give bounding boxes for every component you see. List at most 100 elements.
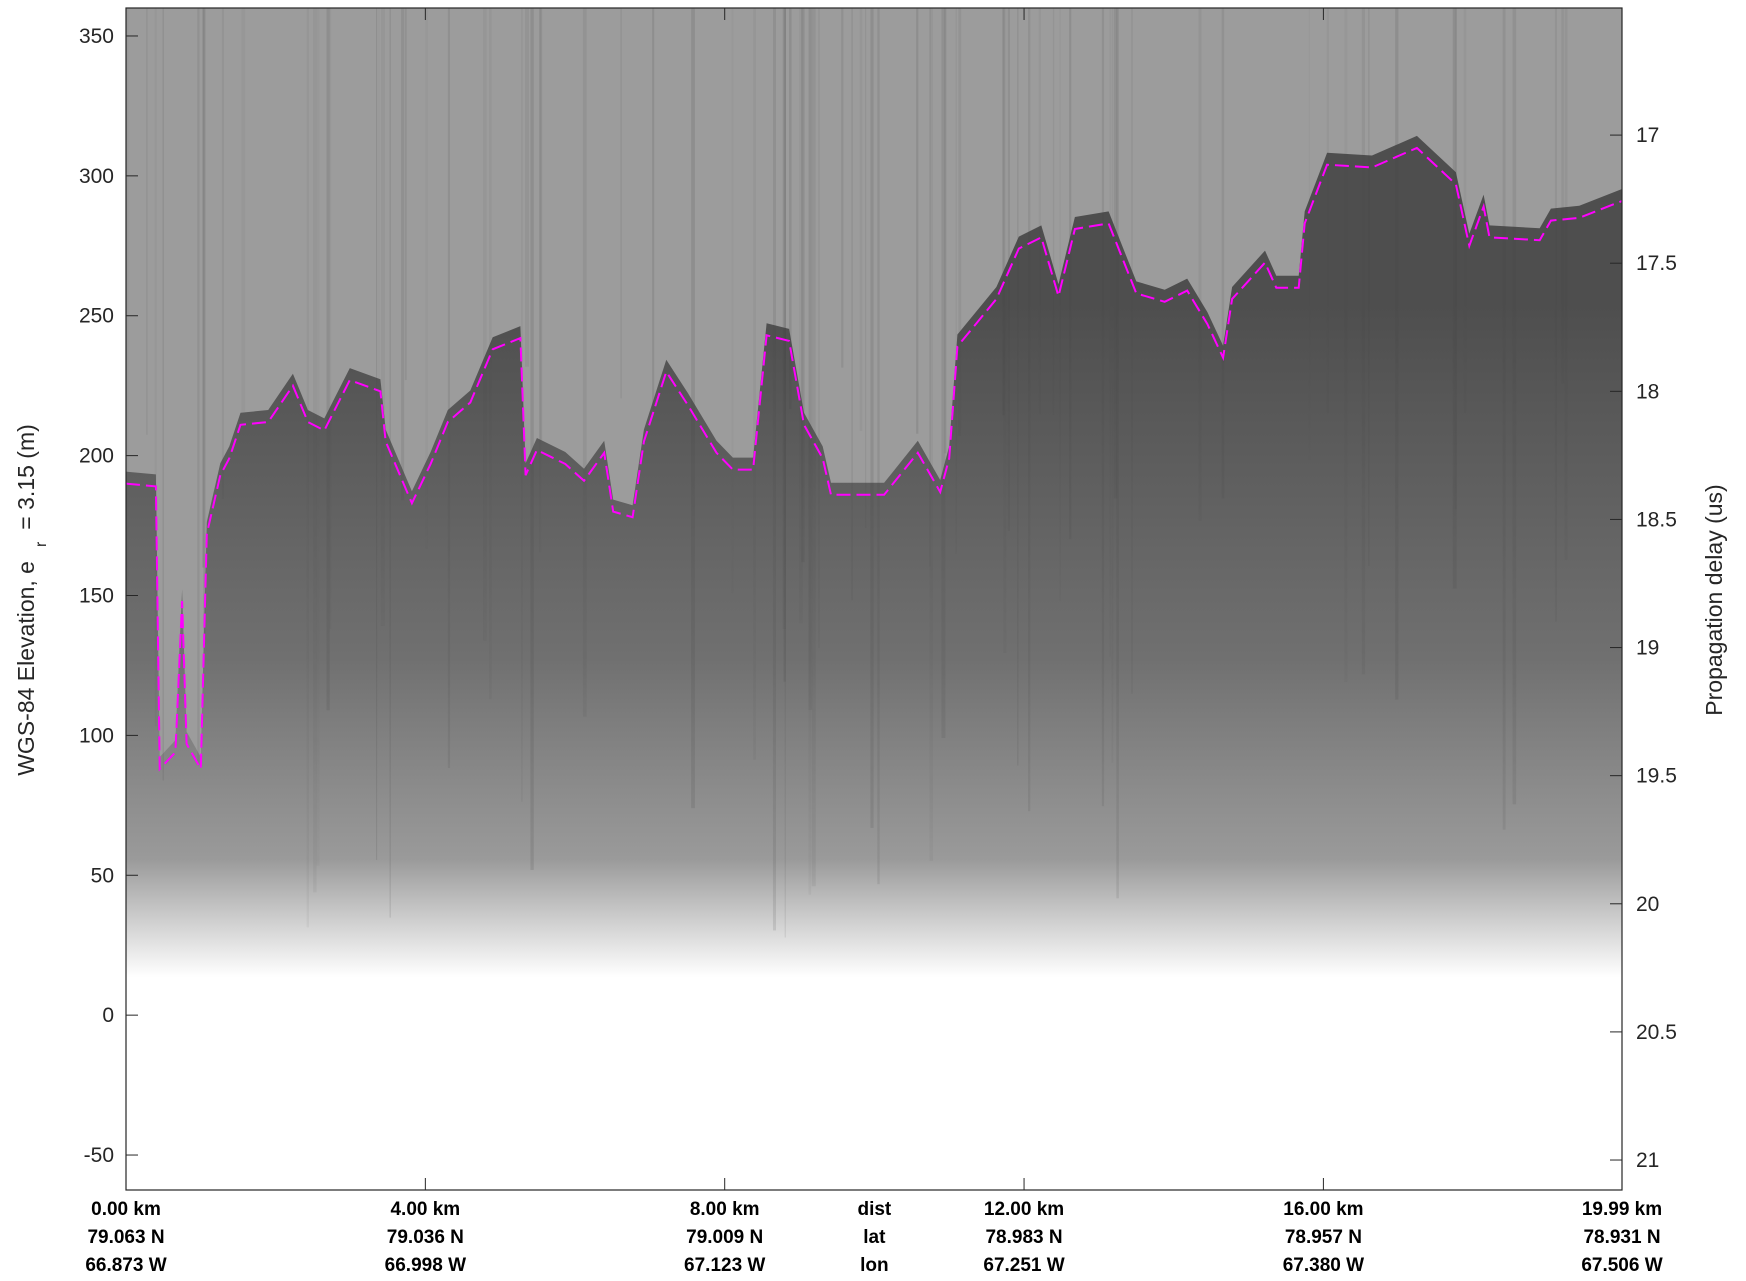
echogram-stripe [483,8,487,641]
echogram-stripe [859,8,863,431]
echogram-stripe [404,8,407,381]
y2-tick-label: 20 [1636,893,1659,916]
row-label: lat [863,1227,886,1248]
echogram-stripe [1452,8,1457,589]
y2-tick-label: 18.5 [1636,508,1677,531]
echogram-stripe [1308,8,1311,460]
echogram-stripe [521,8,523,802]
echogram-stripe [1502,8,1506,830]
echogram-stripe [783,8,786,682]
x-tick-label: 16.00 km [1283,1199,1363,1220]
y-axis-title: WGS-84 Elevation, e r = 3.15 (m) [13,424,50,776]
echogram-stripe [1113,8,1118,499]
echogram-stripe [958,8,962,436]
echogram-stripe [1326,8,1329,414]
echogram-stripe [525,8,529,367]
x-tick-label: 0.00 km [91,1199,161,1220]
x-tick-label: 4.00 km [390,1199,460,1220]
echogram-stripe [782,8,787,629]
lon-label: 67.123 W [684,1255,765,1276]
y-tick-label: 350 [79,25,114,48]
echogram-stripe [1052,8,1055,415]
y-tick-label: 150 [79,585,114,608]
echogram-stripe [316,8,320,866]
row-label: dist [857,1199,891,1220]
echogram-stripe [929,8,931,567]
echogram-stripe [447,8,451,768]
lat-label: 79.063 N [87,1227,164,1248]
echogram-stripe [929,8,934,861]
y-label-end: = 3.15 (m) [13,424,39,529]
x-tick-label: 8.00 km [690,1199,760,1220]
echogram-stripe [1116,8,1119,899]
lat-label: 79.036 N [387,1227,464,1248]
y2-tick-label: 20.5 [1636,1021,1677,1044]
lon-label: 66.998 W [385,1255,466,1276]
echogram-stripe [652,8,655,410]
echogram-stripe [1069,8,1072,540]
row-label: lon [860,1255,889,1276]
y-tick-label: 50 [91,864,114,887]
echogram-stripe [753,8,756,760]
echogram-stripe [197,8,200,766]
echogram-stripe [1344,8,1348,682]
echogram-stripe [772,8,776,931]
echogram-stripe [877,8,880,885]
y2-tick-label: 17 [1636,124,1659,147]
echogram-stripe [784,8,786,938]
echogram-stripe [955,8,957,554]
echogram-stripe [539,8,542,553]
echogram-stripe [691,8,695,809]
echogram-stripe [841,8,844,368]
lat-label: 78.931 N [1583,1227,1660,1248]
echogram-stripe [1564,8,1568,560]
echogram-stripe [1554,8,1557,622]
echogram-stripe [916,8,919,434]
y2-tick-label: 19.5 [1636,765,1677,788]
y-tick-label: 100 [79,724,114,747]
y-tick-label: 250 [79,305,114,328]
bed-pick-line [126,146,1622,773]
echogram-stripe [941,8,946,738]
y-tick-label: -50 [84,1144,114,1167]
echogram-stripe [326,8,330,711]
echogram-stripe [1101,8,1105,807]
echogram-stripe [818,8,820,648]
echogram-stripe [851,8,853,601]
echogram-stripe [202,8,205,568]
echogram-stripe [808,8,813,710]
echogram-stripe [376,8,378,860]
echogram-stripe [799,8,803,624]
x-tick-label: 19.99 km [1582,1199,1662,1220]
y2-tick-label: 21 [1636,1149,1659,1172]
echogram-stripe [489,8,492,700]
echogram-stripe [1198,8,1202,521]
echogram-stripe [944,8,947,454]
echogram-stripe [1561,8,1564,384]
y-label: WGS-84 Elevation, e [13,561,39,776]
echogram-stripe [1131,8,1133,694]
echogram-stripe [203,8,206,639]
echogram-stripe [1111,8,1114,763]
lat-label: 79.009 N [686,1227,763,1248]
echogram-stripe [811,8,816,887]
echogram-stripe [789,8,792,410]
echogram-stripe [1038,8,1041,415]
echogram-stripe [1059,8,1061,602]
echogram-stripe [313,8,317,893]
echogram-stripe [1395,8,1399,700]
echogram-stripe [1017,8,1019,766]
y2-tick-label: 17.5 [1636,252,1677,275]
lon-label: 67.251 W [983,1255,1064,1276]
echogram-bed [126,135,1622,1190]
echogram-stripe [241,8,246,412]
echogram-stripe [162,8,164,781]
echogram-stripe [620,8,622,399]
lat-label: 78.957 N [1285,1227,1362,1248]
echogram-stripe [425,8,428,549]
echogram-stripe [1028,8,1031,812]
echogram-stripe [126,8,129,634]
y-tick-label: 0 [102,1004,114,1027]
echogram-stripe [378,8,380,411]
